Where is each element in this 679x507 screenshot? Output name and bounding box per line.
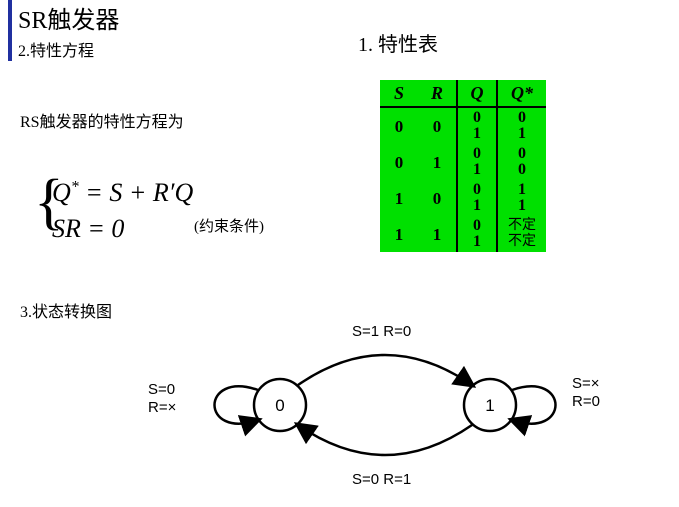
col-header-s: S	[380, 80, 418, 107]
edge-01-label: S=1 R=0	[352, 323, 411, 340]
col-header-qstar: Q*	[497, 80, 546, 107]
equation-intro: RS触发器的特性方程为	[20, 108, 184, 132]
brace-icon: {	[34, 171, 64, 233]
state-node-1-label: 1	[485, 396, 494, 415]
section-1-label: 1. 特性表	[358, 28, 438, 57]
characteristic-table: S R Q Q* 0 0 0 0 1 1 0 1 0 0 1 0 1 0 0 1…	[380, 80, 546, 252]
col-header-r: R	[418, 80, 457, 107]
equation-line-2: SR = 0 (约束条件)	[52, 211, 193, 247]
edge-0-to-1	[298, 355, 472, 385]
col-header-q: Q	[457, 80, 497, 107]
table-row: 0 1 0 0	[380, 144, 546, 162]
equation-line-1: Q* = S + R′Q	[52, 175, 193, 211]
table-row: 1 0 0 1	[380, 180, 546, 198]
self-loop-0	[215, 386, 259, 423]
state-node-0-label: 0	[275, 396, 284, 415]
section-3-label: 3.状态转换图	[20, 298, 112, 322]
equation-block: { Q* = S + R′Q SR = 0 (约束条件)	[52, 175, 193, 248]
constraint-label: (约束条件)	[194, 217, 264, 238]
loop1-label-1: S=×	[572, 375, 600, 392]
table-row: 1 1 0 不定	[380, 216, 546, 234]
title-block: SR触发器 2.特性方程	[8, 0, 119, 61]
loop0-label-1: S=0	[148, 381, 175, 398]
table-row: 0 0 0 0	[380, 107, 546, 126]
table-header-row: S R Q Q*	[380, 80, 546, 107]
loop0-label-2: R=×	[148, 399, 176, 416]
section-2-label: 2.特性方程	[18, 37, 119, 61]
state-diagram: 0 1 S=1 R=0 S=0 R=1 S=0 R=× S=× R=0	[130, 315, 650, 495]
page-title: SR触发器	[18, 0, 119, 35]
edge-1-to-0	[298, 425, 472, 455]
self-loop-1	[512, 386, 556, 423]
loop1-label-2: R=0	[572, 393, 600, 410]
edge-10-label: S=0 R=1	[352, 471, 411, 488]
